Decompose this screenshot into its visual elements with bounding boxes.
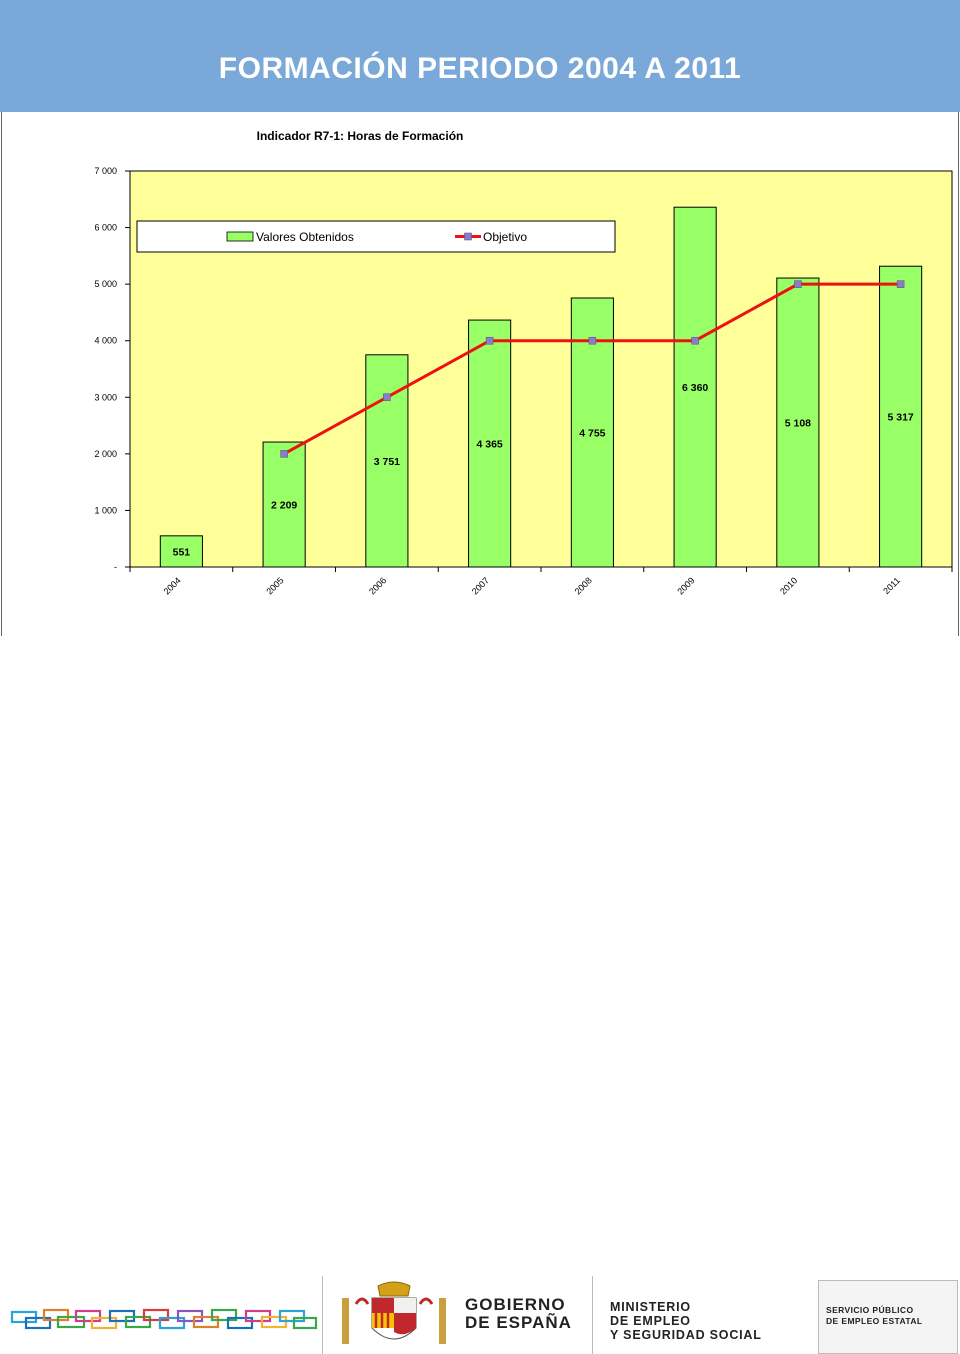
ministerio-line-3: Y SEGURIDAD SOCIAL bbox=[610, 1328, 762, 1342]
y-tick-label: 6 000 bbox=[94, 223, 117, 233]
legend-label: Objetivo bbox=[483, 230, 527, 244]
objetivo-marker bbox=[691, 336, 699, 345]
servicio-label: SERVICIO PÚBLICO DE EMPLEO ESTATAL bbox=[826, 1305, 923, 1327]
x-tick-label: 2011 bbox=[881, 575, 902, 596]
chart: Indicador R7-1: Horas de Formación - 1 00… bbox=[94, 129, 953, 597]
y-tick-label: 2 000 bbox=[94, 449, 117, 459]
objetivo-marker bbox=[588, 336, 597, 345]
objetivo-marker bbox=[485, 336, 494, 345]
bar bbox=[159, 535, 203, 568]
y-tick-label: 1 000 bbox=[94, 505, 117, 515]
chart-title: Indicador R7-1: Horas de Formación bbox=[257, 129, 464, 143]
coat-of-arms-icon bbox=[342, 1281, 446, 1344]
objetivo-marker bbox=[896, 280, 905, 288]
data-label: 5 108 bbox=[785, 418, 811, 430]
ministerio-line-1: MINISTERIO bbox=[610, 1300, 691, 1314]
bar bbox=[879, 265, 923, 568]
page-title: FORMACIÓN PERIODO 2004 A 2011 bbox=[218, 52, 742, 85]
servicio-line-1: SERVICIO PÚBLICO bbox=[826, 1305, 914, 1315]
servicio-line-2: DE EMPLEO ESTATAL bbox=[826, 1316, 923, 1326]
gobierno-line-1: GOBIERNO bbox=[465, 1295, 566, 1314]
gobierno-line-2: DE ESPAÑA bbox=[465, 1313, 572, 1332]
bar bbox=[776, 277, 820, 568]
y-tick-label: 4 000 bbox=[94, 336, 117, 346]
objetivo-marker bbox=[794, 280, 802, 288]
x-tick-label: 2005 bbox=[264, 575, 285, 596]
data-label: 4 365 bbox=[476, 439, 502, 451]
data-label: 551 bbox=[173, 546, 191, 558]
bar bbox=[262, 441, 306, 568]
x-tick-label: 2006 bbox=[367, 575, 388, 596]
objetivo-marker bbox=[383, 393, 391, 402]
x-tick-label: 2007 bbox=[470, 575, 491, 596]
footer: GOBIERNO DE ESPAÑA MINISTERIO DE EMPLEO … bbox=[0, 636, 960, 1354]
legend-label: Valores Obtenidos bbox=[256, 230, 354, 244]
legend-swatch-marker bbox=[464, 232, 472, 241]
data-label: 5 317 bbox=[887, 412, 913, 424]
legend-swatch-bar bbox=[226, 231, 254, 242]
bar bbox=[673, 206, 717, 568]
x-tick-label: 2008 bbox=[573, 575, 594, 596]
data-label: 2 209 bbox=[271, 500, 297, 512]
y-tick-label: 3 000 bbox=[94, 392, 117, 402]
legend bbox=[136, 220, 616, 253]
footer-divider bbox=[592, 1276, 593, 1354]
footer-divider bbox=[322, 1276, 323, 1354]
objetivo-marker bbox=[280, 450, 288, 458]
data-label: 4 755 bbox=[579, 428, 605, 440]
y-tick-label: - bbox=[114, 562, 117, 572]
x-tick-label: 2009 bbox=[675, 575, 696, 596]
x-tick-label: 2010 bbox=[778, 575, 799, 596]
bar bbox=[468, 319, 512, 568]
chain-decoration-icon bbox=[10, 1308, 318, 1330]
gobierno-label: GOBIERNO DE ESPAÑA bbox=[465, 1296, 572, 1332]
data-label: 3 751 bbox=[374, 456, 400, 468]
x-tick-label: 2004 bbox=[162, 575, 183, 596]
ministerio-label: MINISTERIO DE EMPLEO Y SEGURIDAD SOCIAL bbox=[610, 1300, 762, 1342]
data-label: 6 360 bbox=[682, 382, 708, 394]
y-tick-label: 7 000 bbox=[94, 166, 117, 176]
title-banner: FORMACIÓN PERIODO 2004 A 2011 bbox=[0, 0, 960, 112]
ministerio-line-2: DE EMPLEO bbox=[610, 1314, 691, 1328]
y-tick-label: 5 000 bbox=[94, 279, 117, 289]
